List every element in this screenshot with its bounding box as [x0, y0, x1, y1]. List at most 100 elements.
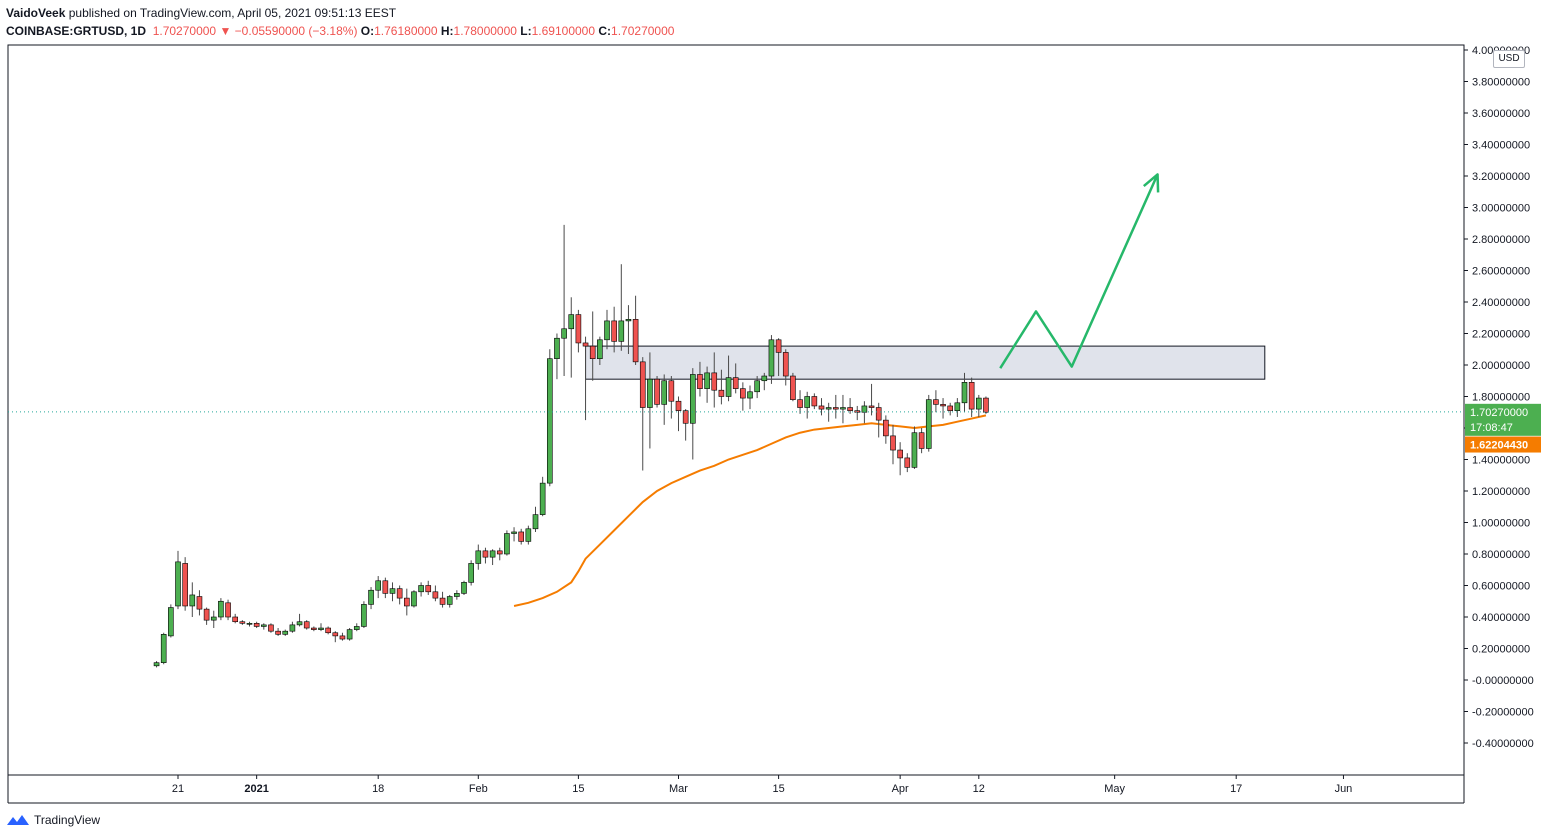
candle-body	[175, 561, 181, 607]
candle-body	[625, 319, 632, 322]
candle-body	[933, 399, 939, 405]
candle-up	[318, 623, 324, 632]
candle-body	[954, 402, 961, 411]
candle-body	[496, 550, 503, 555]
candle-body	[332, 632, 339, 637]
candle-body	[482, 550, 489, 558]
candle-up	[175, 550, 181, 610]
candle-body	[203, 608, 210, 621]
candle-body	[811, 396, 818, 407]
candle-up	[218, 598, 224, 621]
candle-body	[268, 624, 274, 632]
candle-body	[682, 410, 689, 424]
candle-body	[446, 596, 453, 605]
candle-up	[647, 352, 653, 449]
candle-body	[461, 582, 467, 594]
candle-up	[761, 372, 768, 391]
candle-up	[754, 376, 760, 399]
candle-body	[296, 621, 303, 626]
candle-up	[561, 224, 567, 377]
candle-body	[782, 352, 789, 377]
candle-down	[682, 409, 689, 441]
candle-down	[868, 383, 875, 416]
candle-body	[253, 622, 260, 627]
candle-body	[182, 563, 188, 607]
candle-body	[504, 533, 510, 555]
candle-down	[668, 376, 675, 419]
candle-down	[818, 398, 825, 416]
candle-body	[761, 375, 768, 382]
candle-down	[575, 309, 582, 353]
y-tick-label: 1.40000000	[1472, 455, 1530, 467]
candle-body	[260, 624, 267, 627]
candle-down	[782, 349, 789, 386]
candle-up	[461, 580, 467, 595]
candle-up	[411, 590, 417, 608]
candle-up	[160, 632, 167, 665]
candle-up	[368, 587, 374, 610]
candle-body	[732, 377, 739, 389]
currency-badge[interactable]: USD	[1493, 50, 1525, 68]
candle-down	[740, 382, 746, 411]
candle-down	[775, 338, 782, 377]
candle-body	[396, 588, 403, 599]
candle-down	[332, 631, 339, 643]
candle-body	[618, 320, 625, 342]
candle-down	[203, 607, 210, 625]
close-label: C:	[598, 24, 612, 38]
candle-body	[639, 361, 646, 408]
candle-up	[539, 476, 546, 517]
candle-body	[418, 585, 424, 593]
candle-body	[210, 616, 217, 621]
candle-down	[275, 628, 281, 636]
candle-body	[611, 320, 617, 342]
candle-up	[661, 374, 668, 425]
candle-body	[561, 328, 567, 339]
price-change: −0.05590000 (−3.18%)	[234, 24, 358, 38]
candle-down	[589, 311, 596, 381]
candle-down	[711, 352, 718, 408]
candle-body	[790, 375, 796, 400]
candle-down	[425, 580, 432, 595]
x-tick-label: Jun	[1335, 783, 1353, 795]
candle-body	[382, 580, 389, 594]
y-tick-label: -0.20000000	[1472, 707, 1534, 719]
candle-body	[411, 591, 417, 607]
candle-body	[225, 602, 231, 618]
candle-up	[454, 590, 460, 600]
candle-down	[325, 626, 331, 635]
candle-down	[482, 547, 489, 564]
candle-body	[654, 378, 660, 405]
candle-body	[740, 388, 746, 399]
symbol-label[interactable]: COINBASE:GRTUSD, 1D	[6, 24, 147, 38]
candle-body	[518, 531, 525, 542]
candle-body	[861, 405, 868, 413]
candle-up	[911, 426, 918, 469]
candle-up	[153, 661, 160, 668]
y-tick-label: 2.60000000	[1472, 266, 1530, 278]
candle-body	[475, 550, 482, 564]
candle-up	[475, 544, 482, 570]
candle-down	[639, 357, 646, 471]
candle-body	[904, 457, 911, 468]
candle-up	[604, 309, 610, 350]
candle-up	[804, 391, 811, 419]
resistance-zone	[585, 345, 1266, 380]
candle-body	[346, 629, 353, 640]
author-name[interactable]: VaidoVeek	[6, 6, 66, 20]
candle-body	[303, 621, 310, 629]
candle-up	[747, 385, 753, 410]
candle-down	[847, 398, 853, 414]
candle-body	[725, 377, 732, 397]
candle-body	[718, 389, 725, 397]
last-price-badge-value: 1.70270000	[1470, 407, 1528, 419]
candle-down	[790, 372, 796, 402]
candle-down	[182, 557, 188, 611]
candle-body	[797, 399, 803, 408]
candle-down	[339, 632, 346, 641]
candle-body	[425, 585, 432, 593]
candle-down	[797, 390, 803, 414]
footer-brand[interactable]: TradingView	[6, 813, 100, 827]
candle-up	[504, 530, 510, 556]
